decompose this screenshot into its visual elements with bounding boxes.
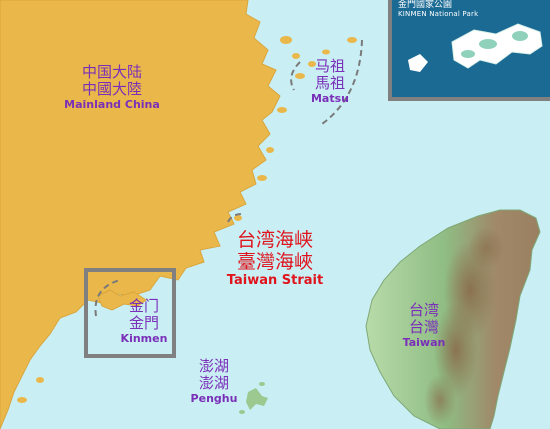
coastal-islands — [17, 36, 300, 403]
taiwan-zh-traditional: 台灣 — [408, 318, 439, 337]
penghu-zh-traditional: 澎湖 — [198, 374, 229, 393]
strait-zh-simplified: 台湾海峡 — [236, 229, 313, 251]
label-matsu: 马祖 馬祖 Matsu — [300, 57, 360, 105]
taiwan-en: Taiwan — [402, 335, 446, 349]
matsu-islands — [295, 37, 357, 79]
strait-boundary-mark — [227, 213, 243, 223]
mainland-zh-traditional: 中國大陸 — [81, 80, 142, 99]
kinmen-boundary — [94, 279, 121, 317]
matsu-boundary-east — [321, 39, 363, 125]
kinmen-zh-traditional: 金門 — [128, 314, 159, 333]
label-taiwan-strait: 台湾海峡 臺灣海峽 Taiwan Strait — [215, 229, 335, 289]
kinmen-national-park-inset: 金門國家公園 KINMEN National Park — [388, 0, 550, 101]
penghu-en: Penghu — [190, 391, 238, 405]
taiwan-zh-simplified: 台湾 — [408, 301, 439, 319]
kinmen-zh-simplified: 金门 — [128, 297, 159, 315]
inset-title: 金門國家公園 KINMEN National Park — [398, 0, 479, 19]
matsu-boundary — [290, 61, 301, 91]
matsu-en: Matsu — [310, 91, 349, 105]
mainland-china-land — [0, 0, 281, 429]
strait-en: Taiwan Strait — [226, 272, 324, 288]
label-taiwan: 台湾 台灣 Taiwan — [394, 301, 454, 349]
inset-park-areas — [461, 31, 528, 58]
mainland-en: Mainland China — [64, 97, 160, 111]
label-kinmen: 金门 金門 Kinmen — [114, 297, 174, 345]
strait-zh-traditional: 臺灣海峽 — [236, 250, 313, 273]
kinmen-en: Kinmen — [120, 331, 168, 345]
inset-map — [408, 23, 543, 72]
label-penghu: 澎湖 澎湖 Penghu — [184, 357, 244, 405]
penghu-zh-simplified: 澎湖 — [198, 357, 229, 375]
matsu-zh-traditional: 馬祖 — [314, 74, 345, 93]
kinmen-inset-frame — [84, 268, 176, 358]
inset-title-zh: 金門國家公園 — [398, 0, 453, 10]
taiwan-mountains — [424, 226, 504, 426]
inset-lesser-kinmen — [408, 54, 428, 72]
inset-kinmen-main — [451, 23, 543, 69]
mainland-zh-simplified: 中国大陆 — [81, 63, 142, 81]
label-mainland-china: 中国大陆 中國大陸 Mainland China — [57, 63, 167, 111]
penghu-islands — [239, 382, 268, 414]
matsu-zh-simplified: 马祖 — [314, 57, 345, 75]
kinmen-island — [97, 289, 147, 311]
inset-title-en: KINMEN National Park — [398, 9, 479, 18]
